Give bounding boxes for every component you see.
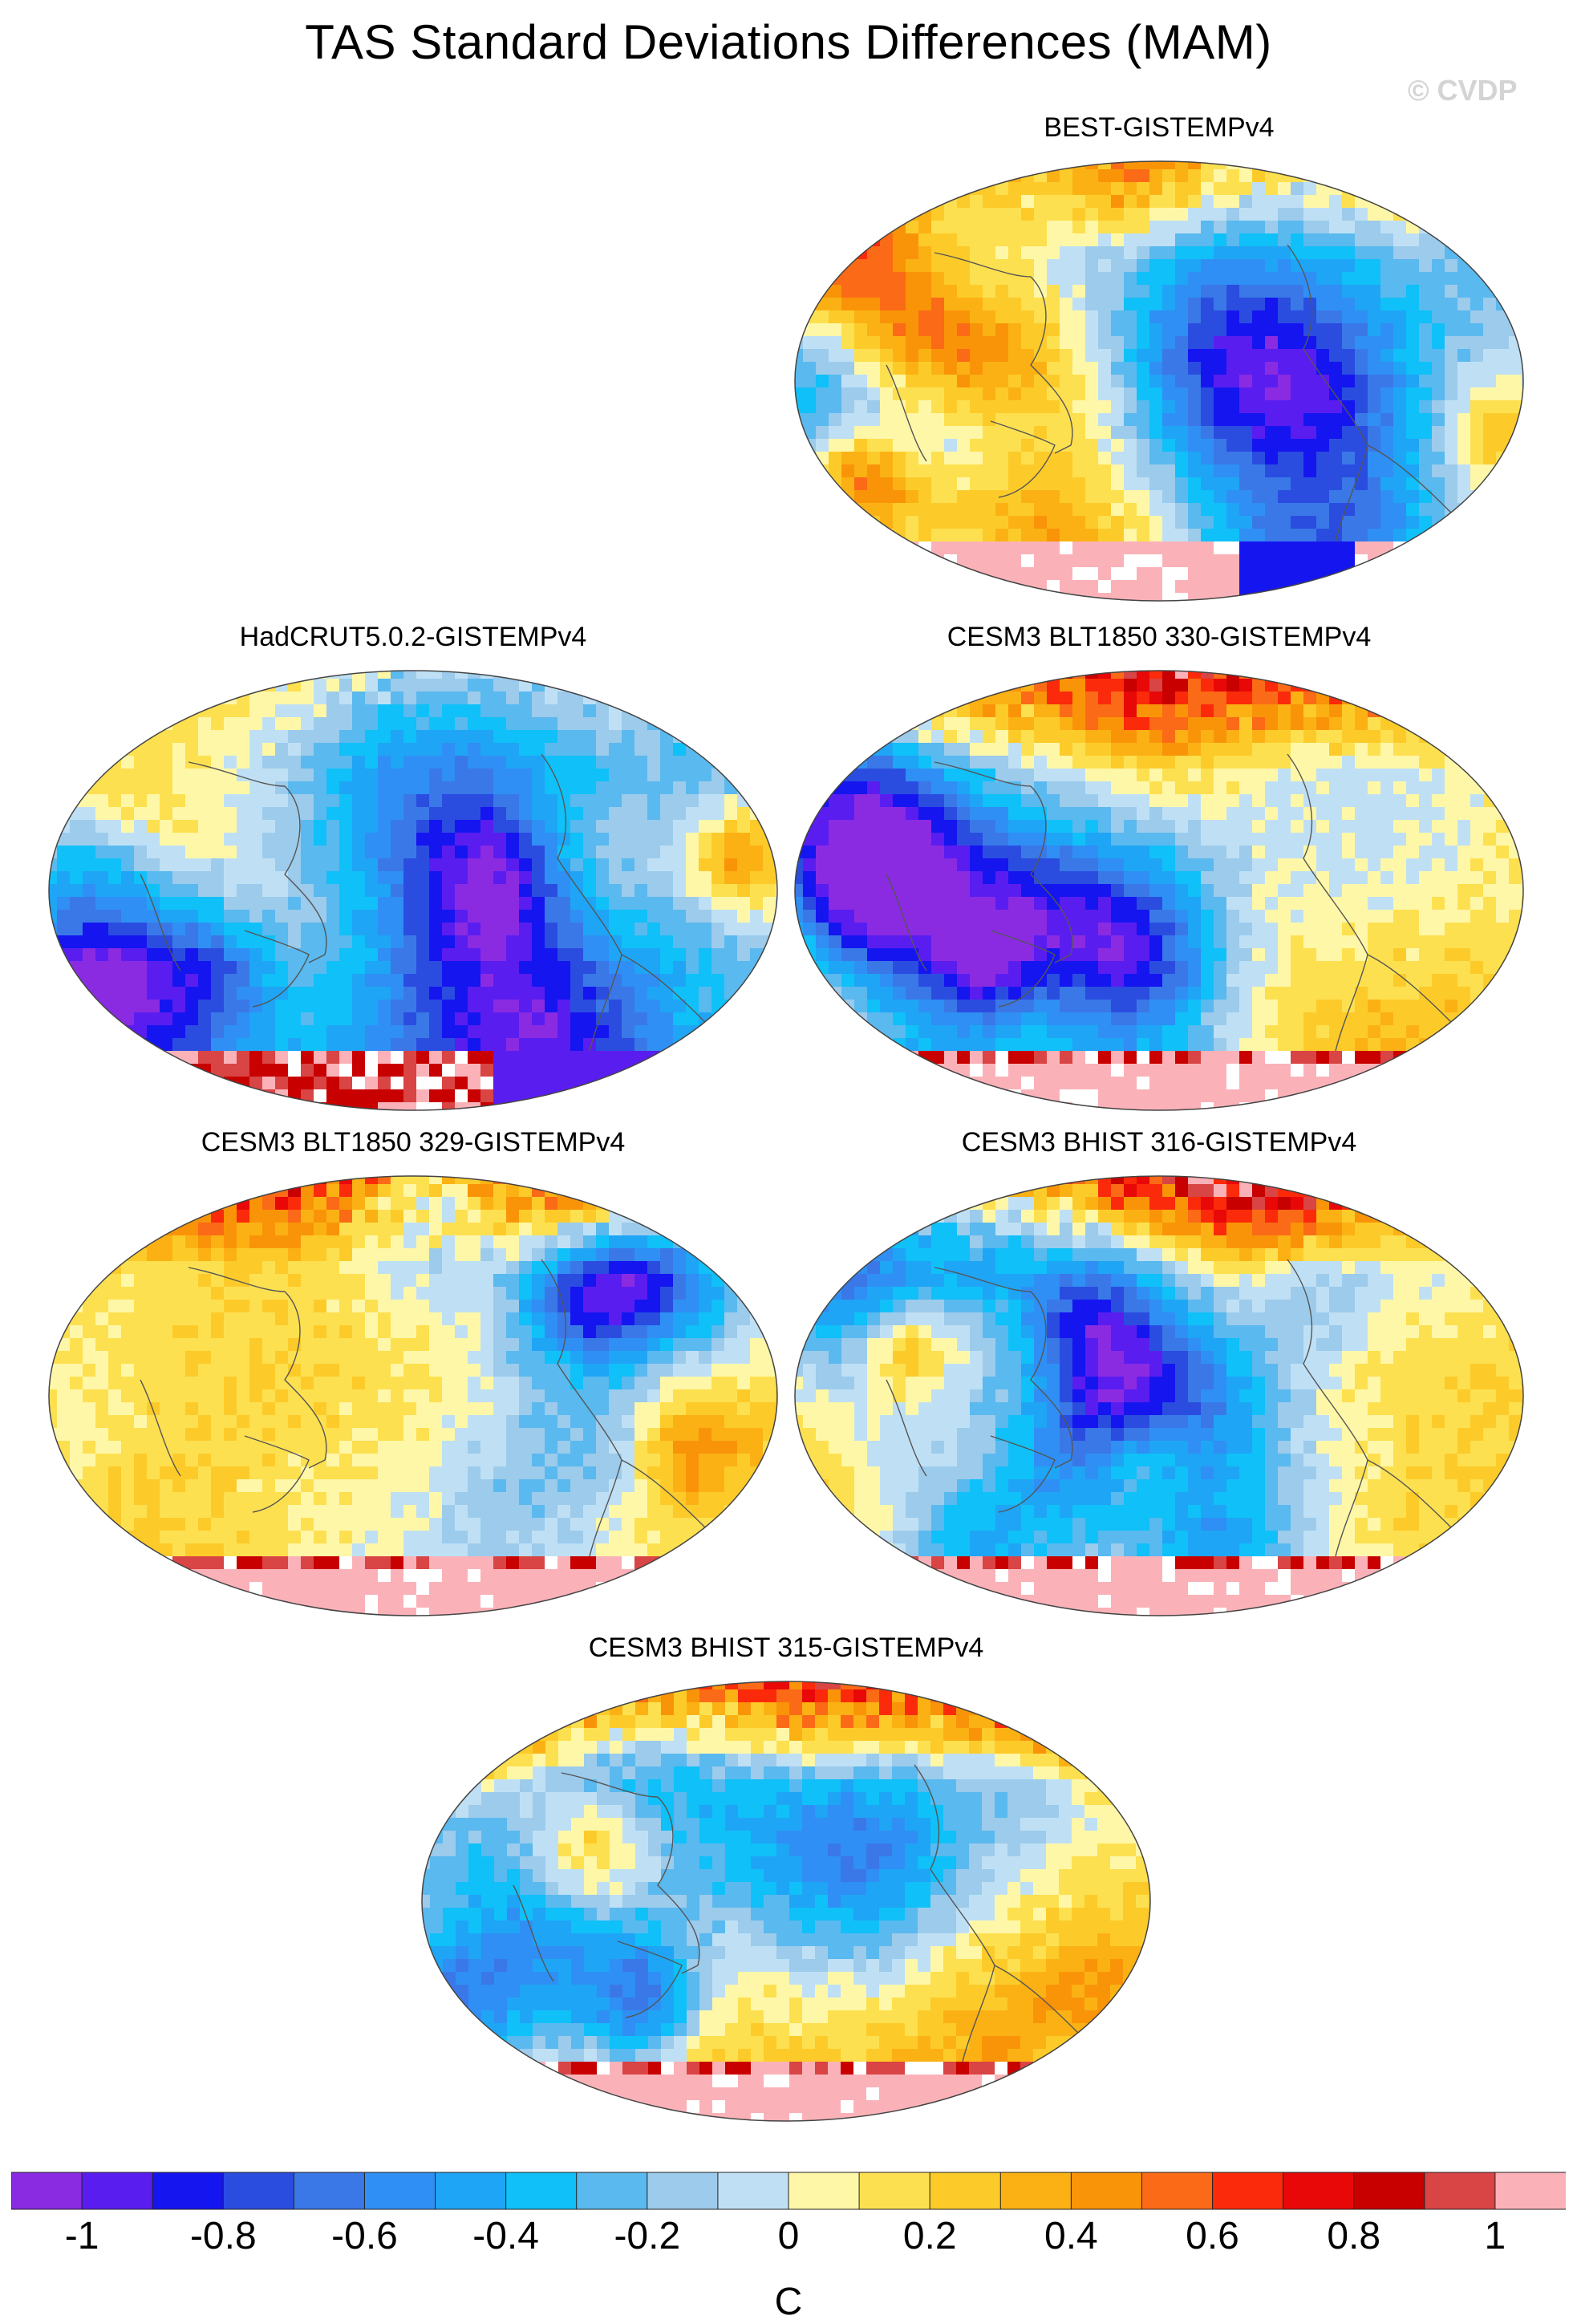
colorbar-tick-label: 0.4 <box>1044 2214 1098 2258</box>
map-field <box>44 1171 782 1620</box>
colorbar-tick-label: -0.2 <box>614 2214 680 2258</box>
colorbar-swatch <box>577 2172 648 2209</box>
colorbar-swatch <box>647 2172 719 2209</box>
colorbar-swatch <box>436 2172 507 2209</box>
colorbar-tick-label: 1 <box>1485 2214 1506 2258</box>
colorbar-swatch <box>1495 2172 1566 2209</box>
colorbar-swatch <box>152 2172 224 2209</box>
map-field <box>790 1171 1528 1620</box>
map-bhist-316 <box>790 1171 1528 1620</box>
colorbar-unit: C <box>0 2280 1577 2324</box>
panel-title: CESM3 BLT1850 329-GISTEMPv4 <box>44 1127 782 1158</box>
map-panel: CESM3 BHIST 315-GISTEMPv4 <box>417 1632 1155 2130</box>
page-title: TAS Standard Deviations Differences (MAM… <box>0 14 1577 70</box>
colorbar-swatch <box>1354 2172 1425 2209</box>
colorbar-swatch <box>1071 2172 1142 2209</box>
map-field <box>790 156 1528 606</box>
colorbar-swatch <box>1141 2172 1213 2209</box>
colorbar-swatch <box>859 2172 930 2209</box>
colorbar-swatch <box>364 2172 436 2209</box>
panel-title: BEST-GISTEMPv4 <box>790 112 1528 144</box>
colorbar-swatch <box>1425 2172 1496 2209</box>
colorbar-tick-label: 0 <box>778 2214 800 2258</box>
colorbar-swatch <box>11 2172 83 2209</box>
colorbar-swatch <box>1213 2172 1284 2209</box>
map-bhist-315 <box>417 1677 1155 2126</box>
map-best <box>790 156 1528 606</box>
colorbar-swatch <box>294 2172 365 2209</box>
colorbar-tick-label: -1 <box>65 2214 99 2258</box>
map-panel: HadCRUT5.0.2-GISTEMPv4 <box>44 622 782 1119</box>
map-field <box>417 1677 1155 2126</box>
map-panel: CESM3 BLT1850 329-GISTEMPv4 <box>44 1127 782 1624</box>
colorbar-tick-label: 0.8 <box>1327 2214 1380 2258</box>
map-blt1850-330 <box>790 666 1528 1115</box>
colorbar-tick-label: -0.6 <box>331 2214 398 2258</box>
colorbar-swatch <box>718 2172 789 2209</box>
colorbar <box>11 2171 1566 2211</box>
colorbar-swatch <box>82 2172 153 2209</box>
colorbar-tick-label: 0.6 <box>1186 2214 1239 2258</box>
map-field <box>44 666 782 1115</box>
panel-title: CESM3 BLT1850 330-GISTEMPv4 <box>790 622 1528 653</box>
colorbar-swatch <box>930 2172 1001 2209</box>
colorbar-tick-label: -0.4 <box>472 2214 539 2258</box>
colorbar-swatch <box>788 2172 860 2209</box>
map-field <box>790 666 1528 1115</box>
colorbar-tick-label: 0.2 <box>903 2214 957 2258</box>
map-blt1850-329 <box>44 1171 782 1620</box>
colorbar-swatch <box>1000 2172 1072 2209</box>
map-hadcrut <box>44 666 782 1115</box>
map-panel: BEST-GISTEMPv4 <box>790 112 1528 610</box>
watermark: © CVDP <box>1408 74 1518 107</box>
panel-title: CESM3 BHIST 315-GISTEMPv4 <box>417 1632 1155 1664</box>
map-panel: CESM3 BLT1850 330-GISTEMPv4 <box>790 622 1528 1119</box>
colorbar-tick-label: -0.8 <box>190 2214 257 2258</box>
panel-title: CESM3 BHIST 316-GISTEMPv4 <box>790 1127 1528 1158</box>
panel-title: HadCRUT5.0.2-GISTEMPv4 <box>44 622 782 653</box>
colorbar-swatch <box>506 2172 578 2209</box>
colorbar-swatch <box>223 2172 294 2209</box>
colorbar-swatch <box>1283 2172 1355 2209</box>
map-panel: CESM3 BHIST 316-GISTEMPv4 <box>790 1127 1528 1624</box>
